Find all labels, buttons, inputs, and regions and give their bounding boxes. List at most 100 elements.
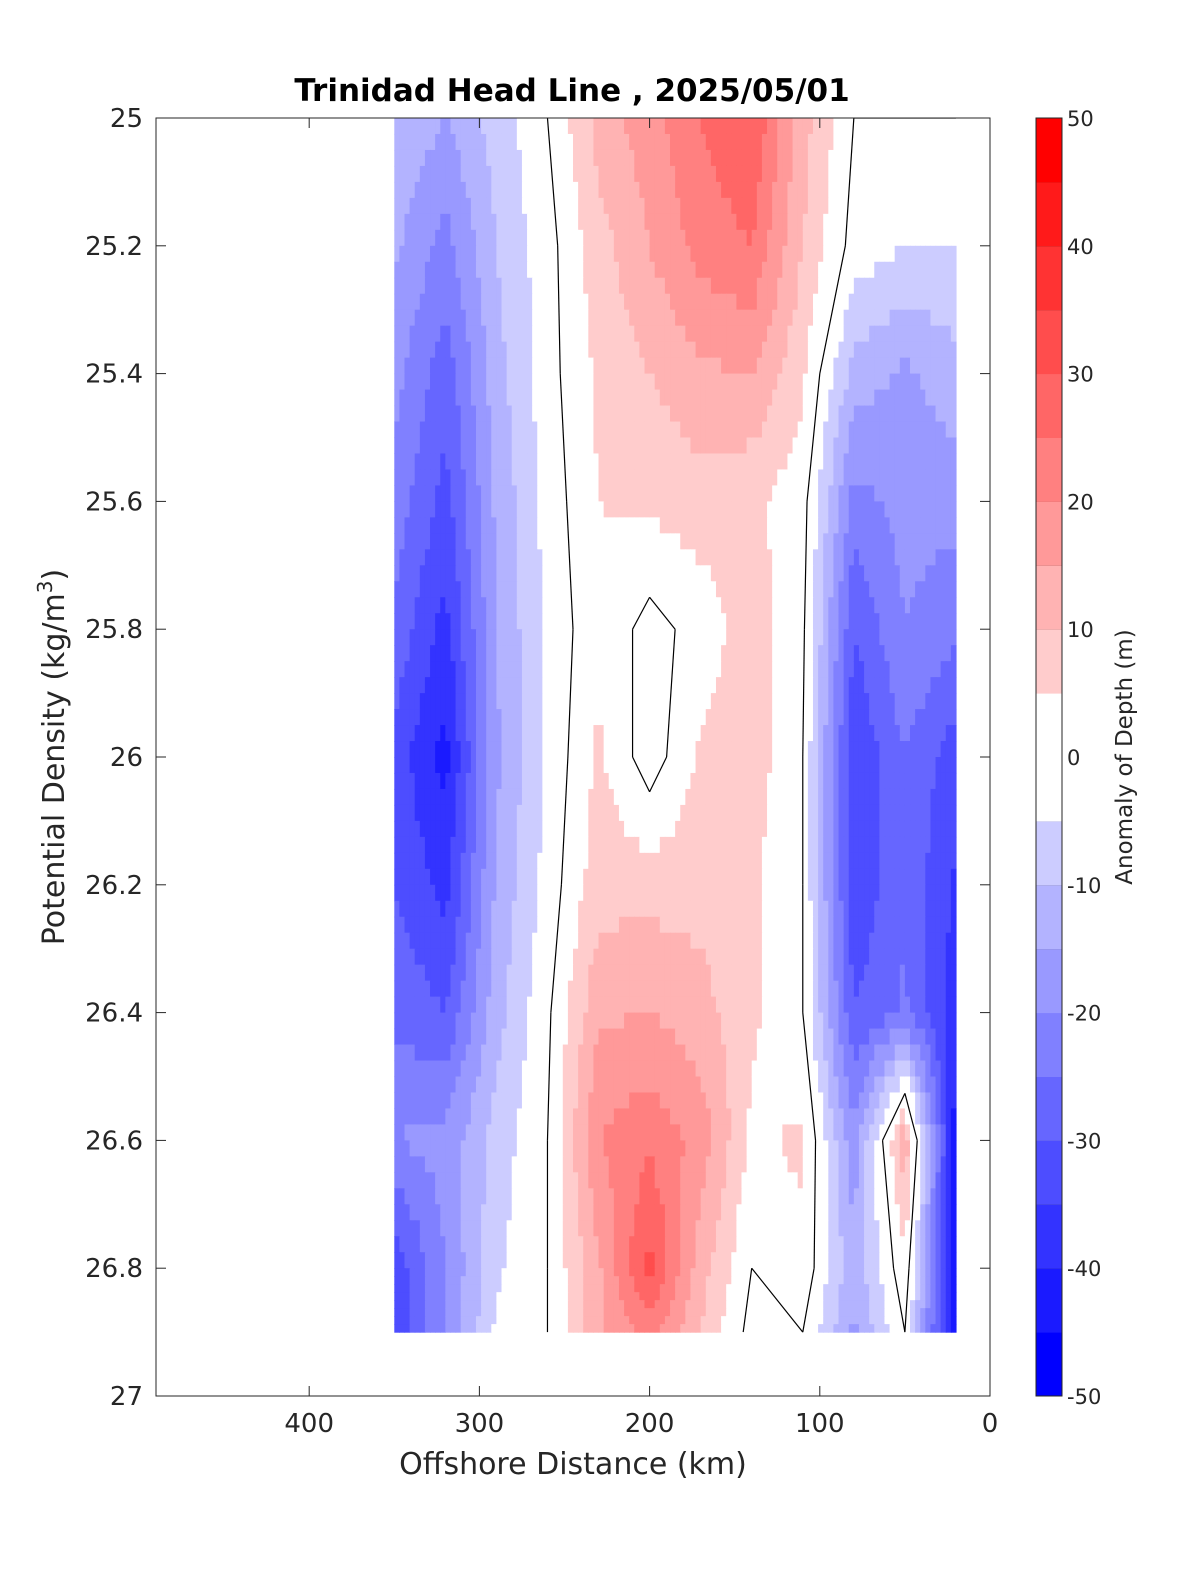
contour-cell	[715, 437, 722, 455]
contour-cell	[721, 165, 727, 183]
contour-cell	[695, 405, 702, 423]
contour-cell	[475, 421, 482, 439]
contour-cell	[465, 389, 472, 407]
contour-cell	[414, 277, 421, 295]
contour-cell	[935, 725, 942, 742]
contour-cell	[700, 325, 707, 343]
contour-cell	[705, 197, 712, 215]
contour-cell	[618, 341, 625, 359]
contour-cell	[613, 197, 620, 215]
contour-cell	[419, 213, 426, 231]
contour-cell	[440, 677, 446, 694]
contour-cell	[736, 661, 743, 678]
contour-cell	[807, 373, 814, 391]
contour-cell	[527, 469, 533, 487]
contour-cell	[680, 677, 686, 694]
contour-cell	[547, 581, 554, 598]
contour-cell	[930, 549, 937, 566]
contour-cell	[864, 517, 870, 534]
contour-cell	[675, 405, 681, 423]
contour-cell	[889, 341, 896, 359]
contour-cell	[710, 325, 717, 343]
contour-cell	[710, 645, 717, 662]
contour-cell	[608, 501, 615, 518]
contour-cell	[644, 661, 651, 678]
contour-cell	[573, 213, 579, 231]
contour-cell	[506, 357, 513, 375]
contour-cell	[904, 341, 911, 359]
contour-cell	[945, 149, 952, 167]
contour-cell	[751, 133, 758, 151]
contour-cell	[874, 661, 880, 678]
contour-cell	[807, 325, 814, 343]
contour-cell	[659, 709, 666, 726]
contour-cell	[685, 677, 692, 694]
contour-cell	[634, 469, 640, 487]
contour-cell	[511, 421, 518, 439]
contour-cell	[634, 213, 640, 231]
contour-cell	[424, 181, 431, 199]
contour-cell	[445, 181, 452, 199]
contour-cell	[506, 261, 513, 279]
contour-cell	[424, 788, 431, 806]
contour-cell	[608, 261, 615, 279]
contour-cell	[511, 645, 518, 662]
contour-cell	[455, 437, 462, 455]
contour-cell	[532, 261, 538, 279]
contour-cell	[573, 549, 579, 566]
contour-cell	[649, 181, 656, 199]
contour-cell	[935, 341, 942, 359]
contour-cell	[777, 437, 783, 455]
contour-cell	[481, 357, 487, 375]
contour-cell	[899, 149, 906, 167]
contour-cell	[705, 181, 712, 199]
contour-cell	[521, 485, 528, 502]
contour-cell	[608, 453, 615, 471]
contour-cell	[618, 788, 625, 806]
contour-cell	[935, 213, 942, 231]
contour-cell	[593, 373, 600, 391]
contour-cell	[894, 229, 901, 247]
contour-cell	[506, 661, 513, 678]
contour-cell	[736, 501, 743, 518]
contour-cell	[578, 165, 584, 183]
contour-cell	[573, 741, 579, 758]
contour-cell	[624, 325, 630, 343]
contour-cell	[721, 261, 727, 279]
contour-cell	[649, 836, 656, 854]
contour-cell	[715, 165, 722, 183]
contour-cell	[721, 181, 727, 199]
contour-cell	[460, 597, 467, 614]
contour-cell	[741, 197, 748, 215]
contour-cell	[751, 661, 758, 678]
contour-cell	[690, 325, 697, 343]
contour-cell	[869, 741, 875, 758]
contour-cell	[450, 565, 457, 582]
contour-cell	[527, 357, 533, 375]
contour-cell	[838, 309, 845, 327]
contour-cell	[777, 501, 783, 518]
contour-cell	[511, 405, 518, 423]
contour-cell	[823, 325, 829, 343]
contour-cell	[475, 341, 482, 359]
contour-cell	[608, 613, 615, 630]
contour-cell	[618, 517, 625, 534]
contour-cell	[516, 389, 523, 407]
contour-cell	[925, 725, 932, 742]
contour-cell	[588, 421, 595, 439]
contour-cell	[894, 405, 901, 423]
contour-cell	[838, 629, 845, 646]
contour-cell	[435, 469, 441, 487]
contour-cell	[910, 373, 916, 391]
contour-cell	[460, 293, 467, 311]
contour-cell	[399, 772, 406, 790]
contour-cell	[639, 661, 646, 678]
contour-cell	[475, 437, 482, 455]
contour-cell	[639, 677, 646, 694]
contour-cell	[690, 229, 697, 247]
contour-cell	[532, 629, 538, 646]
contour-cell	[797, 645, 804, 662]
contour-cell	[731, 613, 737, 630]
contour-cell	[680, 453, 686, 471]
contour-cell	[746, 868, 753, 886]
